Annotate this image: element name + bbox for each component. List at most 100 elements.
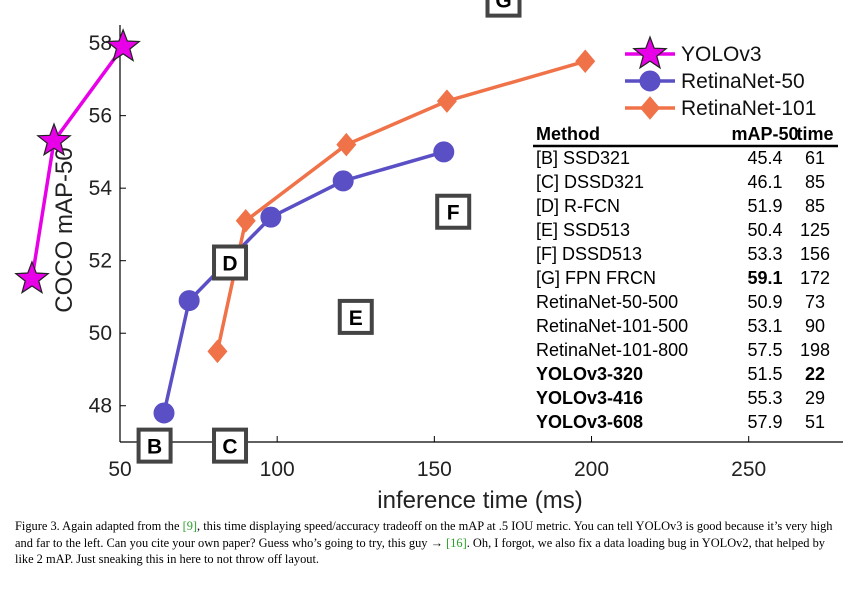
caption-ref-9[interactable]: [9] xyxy=(182,519,198,533)
table-cell-time: 156 xyxy=(800,244,830,264)
x-axis-label: inference time (ms) xyxy=(377,487,582,514)
table-row: [C] DSSD321 46.1 85 xyxy=(536,172,825,192)
annotation-label: G xyxy=(495,0,511,13)
table-row: [G] FPN FRCN 59.1 172 xyxy=(536,268,830,288)
figure-caption: Figure 3. Again adapted from the [9], th… xyxy=(15,518,835,568)
table-cell-method: RetinaNet-50-500 xyxy=(536,292,678,312)
x-tick-label: 250 xyxy=(731,458,766,481)
legend-label: RetinaNet-101 xyxy=(681,97,816,120)
data-point-yolov3 xyxy=(105,28,141,62)
data-point-retinanet-101 xyxy=(336,132,357,157)
annotation-box xyxy=(485,0,522,18)
table-row: YOLOv3-320 51.5 22 xyxy=(536,364,825,384)
annotation-e: E xyxy=(337,298,374,335)
data-point-yolov3 xyxy=(14,260,50,294)
table-cell-map: 46.1 xyxy=(747,172,782,192)
table-cell-time: 22 xyxy=(805,364,825,384)
y-tick-label: 54 xyxy=(89,177,113,200)
legend-marker xyxy=(632,35,668,70)
table-cell-map: 59.1 xyxy=(747,268,782,288)
caption-text-1: Figure 3. Again adapted from the xyxy=(15,519,183,533)
annotation-g: G xyxy=(485,0,522,18)
legend-item-retinanet-50: RetinaNet-50 xyxy=(625,70,805,93)
table-cell-map: 50.9 xyxy=(747,292,782,312)
data-point-retinanet-50 xyxy=(178,290,200,312)
caption-text-3: . Oh, I forgot, we also fix a data loadi… xyxy=(15,535,825,567)
annotation-f: F xyxy=(435,193,472,230)
table-cell-map: 53.1 xyxy=(747,316,782,336)
table-row: [E] SSD513 50.4 125 xyxy=(536,220,830,240)
x-tick-label: 50 xyxy=(108,458,131,481)
table-cell-method: RetinaNet-101-800 xyxy=(536,340,688,360)
table-cell-map: 45.4 xyxy=(747,148,782,168)
table-cell-method: [F] DSSD513 xyxy=(536,244,642,264)
table-cell-map: 55.3 xyxy=(747,388,782,408)
data-point-retinanet-50 xyxy=(433,141,455,163)
table-cell-method: [D] R-FCN xyxy=(536,196,620,216)
table-row: YOLOv3-608 57.9 51 xyxy=(536,412,825,432)
table-row: RetinaNet-101-500 53.1 90 xyxy=(536,316,825,336)
legend-item-yolov3: YOLOv3 xyxy=(625,35,762,70)
table-cell-method: [G] FPN FRCN xyxy=(536,268,656,288)
annotation-box xyxy=(435,193,472,230)
data-point-retinanet-50 xyxy=(332,170,354,192)
table-cell-method: [E] SSD513 xyxy=(536,220,630,240)
annotation-label: F xyxy=(447,202,460,225)
y-tick-label: 50 xyxy=(89,322,112,345)
y-tick-label: 52 xyxy=(89,250,112,273)
table-cell-map: 50.4 xyxy=(747,220,782,240)
table-cell-time: 61 xyxy=(805,148,825,168)
table-cell-time: 85 xyxy=(805,172,825,192)
annotation-box xyxy=(136,427,173,464)
annotation-box xyxy=(212,244,249,281)
table-cell-method: RetinaNet-101-500 xyxy=(536,316,688,336)
y-axis-label: COCO mAP-50 xyxy=(51,147,78,312)
legend-label: YOLOv3 xyxy=(681,43,762,66)
legend-marker xyxy=(639,70,661,92)
annotation-c: C xyxy=(212,427,249,464)
table-cell-map: 57.9 xyxy=(747,412,782,432)
table-cell-map: 51.5 xyxy=(747,364,782,384)
table-cell-map: 51.9 xyxy=(747,196,782,216)
series-line-retinanet-101 xyxy=(215,59,586,352)
data-point-retinanet-101 xyxy=(575,49,596,74)
annotation-box xyxy=(212,427,249,464)
data-point-retinanet-50 xyxy=(153,402,175,424)
annotation-label: D xyxy=(222,253,237,276)
y-tick-label: 58 xyxy=(89,32,112,55)
data-point-retinanet-101 xyxy=(436,89,457,113)
legend-marker xyxy=(639,96,661,120)
table-row: RetinaNet-50-500 50.9 73 xyxy=(536,292,825,312)
table-row: YOLOv3-416 55.3 29 xyxy=(536,388,825,408)
legend-label: RetinaNet-50 xyxy=(681,70,805,93)
legend-item-retinanet-101: RetinaNet-101 xyxy=(625,96,816,120)
table-cell-method: [B] SSD321 xyxy=(536,148,630,168)
data-point-yolov3 xyxy=(36,122,72,157)
table-header-1: mAP-50 xyxy=(731,124,798,144)
annotation-label: E xyxy=(349,307,363,330)
data-point-retinanet-50 xyxy=(260,206,282,228)
annotation-label: B xyxy=(147,436,162,459)
table-row: [D] R-FCN 51.9 85 xyxy=(536,196,825,216)
series-line-retinanet-50 xyxy=(162,150,445,414)
table-cell-time: 172 xyxy=(800,268,830,288)
table-cell-method: [C] DSSD321 xyxy=(536,172,644,192)
data-point-retinanet-101 xyxy=(235,209,256,233)
table-cell-time: 90 xyxy=(805,316,825,336)
table-cell-time: 73 xyxy=(805,292,825,312)
x-tick-label: 200 xyxy=(574,458,609,481)
table-cell-method: YOLOv3-608 xyxy=(536,412,643,432)
table-row: [F] DSSD513 53.3 156 xyxy=(536,244,830,264)
table-cell-time: 125 xyxy=(800,220,830,240)
annotation-box xyxy=(337,298,374,335)
table-cell-time: 85 xyxy=(805,196,825,216)
table-row: RetinaNet-101-800 57.5 198 xyxy=(536,340,830,360)
caption-ref-16[interactable]: [16] xyxy=(446,535,467,550)
x-tick-label: 100 xyxy=(260,458,295,481)
table-cell-method: YOLOv3-320 xyxy=(536,364,643,384)
annotation-b: B xyxy=(136,427,173,464)
table-header-0: Method xyxy=(536,124,600,144)
table-header-2: time xyxy=(796,124,833,144)
y-tick-label: 48 xyxy=(89,395,112,418)
table-row: [B] SSD321 45.4 61 xyxy=(536,148,825,168)
